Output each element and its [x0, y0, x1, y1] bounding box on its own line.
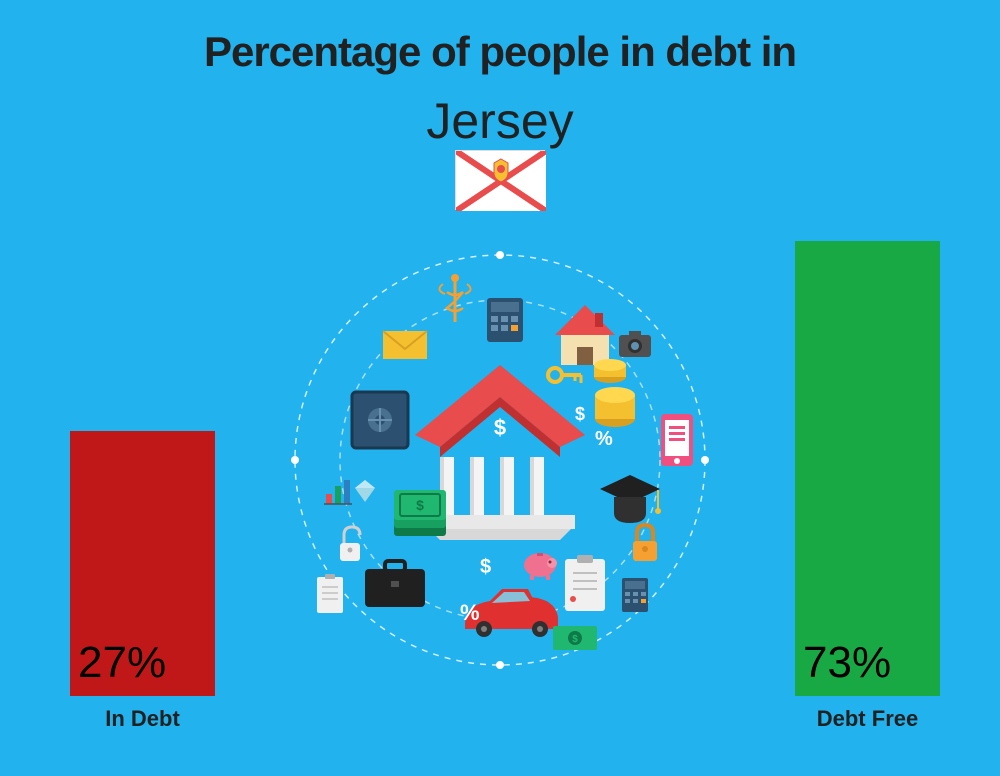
bar-in-debt-value: 27% — [78, 638, 166, 688]
bar-in-debt-rect: 27% — [70, 431, 215, 696]
svg-text:$: $ — [572, 634, 578, 645]
finance-illustration-icon: $ — [285, 245, 715, 675]
bar-debt-free-value: 73% — [803, 638, 891, 688]
svg-text:$: $ — [494, 415, 506, 440]
infographic-canvas: Percentage of people in debt in Jersey — [0, 0, 1000, 776]
bar-debt-free-rect: 73% — [795, 241, 940, 696]
svg-text:%: % — [460, 600, 480, 625]
bar-in-debt-label: In Debt — [70, 706, 215, 732]
location-subtitle: Jersey — [0, 92, 1000, 150]
jersey-flag-icon — [455, 150, 545, 210]
bar-in-debt: 27% In Debt — [70, 431, 215, 696]
svg-text:$: $ — [480, 556, 491, 578]
bar-debt-free: 73% Debt Free — [795, 241, 940, 696]
svg-text:%: % — [595, 428, 613, 450]
main-title: Percentage of people in debt in — [0, 28, 1000, 76]
bar-debt-free-label: Debt Free — [795, 706, 940, 732]
svg-text:$: $ — [575, 404, 585, 424]
svg-text:$: $ — [416, 497, 424, 513]
